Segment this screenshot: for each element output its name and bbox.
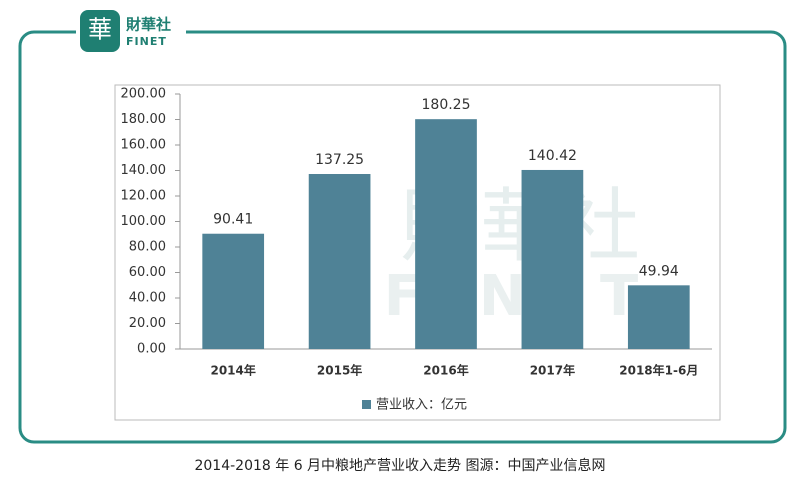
y-tick-label: 60.00 — [129, 265, 166, 280]
x-tick-label: 2015年 — [317, 363, 362, 378]
frame — [18, 30, 787, 444]
value-label: 90.41 — [213, 212, 253, 228]
y-tick-label: 20.00 — [129, 316, 166, 331]
bar — [202, 233, 265, 349]
logo-icon — [80, 10, 120, 52]
y-tick-label: 40.00 — [129, 291, 166, 306]
legend-swatch — [362, 400, 371, 409]
x-tick-label: 2017年 — [530, 363, 575, 378]
legend-label: 营业收入：亿元 — [376, 398, 467, 413]
bar — [308, 174, 371, 349]
y-tick-label: 120.00 — [121, 189, 167, 204]
y-tick-label: 0.00 — [137, 342, 166, 357]
y-tick-label: 160.00 — [121, 138, 167, 153]
x-tick-label: 2018年1-6月 — [619, 363, 698, 378]
logo-glyph: 華 — [88, 16, 112, 44]
y-tick-label: 200.00 — [121, 87, 167, 102]
bar — [627, 285, 690, 349]
y-tick-label: 100.00 — [121, 214, 167, 229]
value-label: 49.94 — [639, 263, 679, 279]
logo-sub: FINET — [126, 35, 167, 48]
value-label: 137.25 — [315, 152, 364, 168]
value-label: 140.42 — [528, 148, 577, 164]
x-tick-label: 2016年 — [423, 363, 468, 378]
value-label: 180.25 — [422, 97, 471, 113]
logo-name: 財華社 — [125, 16, 171, 34]
y-tick-label: 140.00 — [121, 163, 167, 178]
x-tick-label: 2014年 — [210, 363, 255, 378]
caption: 2014-2018 年 6 月中粮地产营业收入走势 图源：中国产业信息网 — [194, 457, 605, 474]
bar — [521, 169, 584, 349]
y-tick-label: 180.00 — [121, 112, 167, 127]
bar — [415, 119, 477, 350]
y-tick-label: 80.00 — [129, 240, 166, 255]
